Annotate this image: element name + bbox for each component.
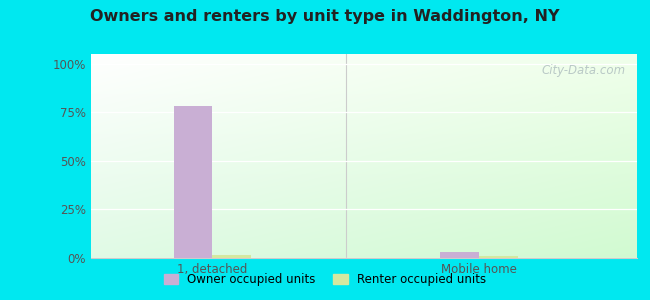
Text: Owners and renters by unit type in Waddington, NY: Owners and renters by unit type in Waddi… [90, 9, 560, 24]
Bar [213, 255, 251, 258]
Legend: Owner occupied units, Renter occupied units: Owner occupied units, Renter occupied un… [159, 269, 491, 291]
Bar [479, 256, 518, 258]
Bar [441, 252, 479, 258]
Text: City-Data.com: City-Data.com [542, 64, 626, 77]
Bar [174, 106, 213, 258]
